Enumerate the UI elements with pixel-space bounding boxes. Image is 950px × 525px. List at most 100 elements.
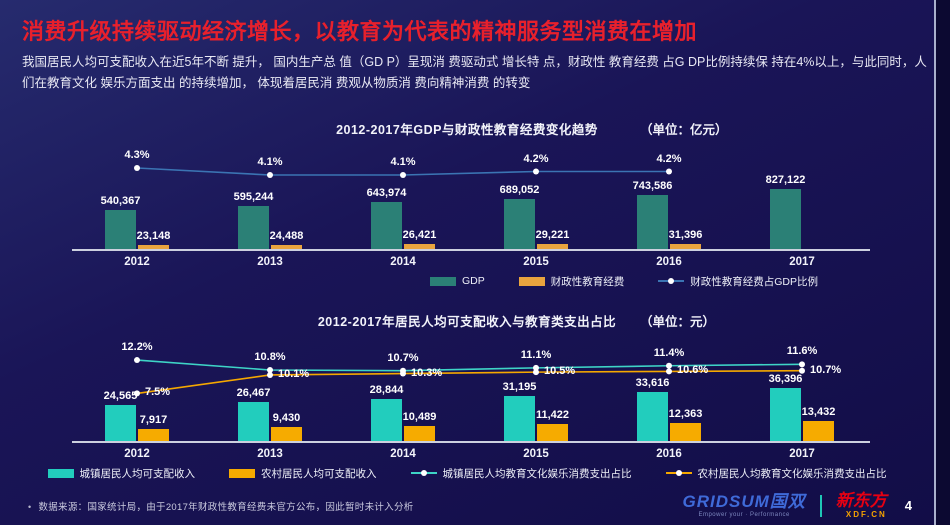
- chart-title-row: 2012-2017年居民人均可支配收入与教育类支出占比 （单位：元）: [0, 306, 934, 332]
- pct-label: 7.5%: [145, 386, 171, 399]
- primary-bar: [371, 202, 402, 249]
- x-axis-tick-label: 2012: [124, 448, 150, 460]
- legend-label: 城镇居民人均教育文化娱乐消费支出占比: [442, 467, 632, 480]
- legend-bar-swatch: [430, 276, 456, 286]
- secondary-bar: [271, 427, 302, 441]
- legend-item: 财政性教育经费: [518, 274, 625, 289]
- bar-value-label: 28,844: [369, 383, 404, 396]
- legend-dot: [420, 470, 427, 476]
- pct-label: 4.1%: [257, 156, 283, 168]
- x-axis-tick-label: 2017: [789, 256, 815, 268]
- legend-bar-swatch: [229, 468, 255, 478]
- pct-label: 11.1%: [520, 348, 552, 361]
- gridsum-logo: GRIDSUM国双 Empower your · Performance: [682, 493, 805, 518]
- data-source-note: • 数据来源：国家统计局，由于2017年财政性教育经费未官方公布，因此暂时未计入分…: [28, 499, 414, 513]
- bar-value-label: 33,616: [635, 377, 670, 390]
- legend-item: 城镇居民人均教育文化娱乐消费支出占比: [410, 466, 632, 481]
- primary-bar: [770, 388, 801, 441]
- pct-label: 4.2%: [523, 152, 549, 165]
- primary-bar: [504, 199, 535, 249]
- data-source-text: 数据来源：国家统计局，由于2017年财政性教育经费未官方公布，因此暂时未计入分析: [38, 502, 414, 513]
- bar-value-label: 36,396: [768, 373, 803, 385]
- bar-value-label: 26,421: [402, 229, 437, 242]
- bar-value-label: 31,195: [502, 380, 537, 393]
- pct-label: 10.5%: [544, 365, 576, 378]
- x-axis-line: [72, 249, 870, 251]
- pct-label: 10.3%: [411, 366, 443, 379]
- chart-legend: GDP 财政性教育经费 财政性教育经费占GDP比例: [0, 273, 934, 289]
- bar-value-label: 29,221: [535, 228, 570, 241]
- primary-bar: [238, 402, 269, 441]
- gridsum-tagline: Empower your · Performance: [698, 512, 790, 518]
- trend-line: [134, 367, 805, 397]
- secondary-bar: [670, 243, 701, 249]
- legend-label: 财政性教育经费: [550, 275, 625, 288]
- legend-line-swatch: [658, 276, 685, 286]
- x-axis-line: [72, 441, 870, 443]
- secondary-bar: [537, 424, 568, 441]
- bar-value-label: 827,122: [765, 174, 806, 186]
- logo-divider: [819, 494, 822, 517]
- chart-plot-area: 540,367 595,244 643,974 689,052 743,586 827,1…: [0, 142, 934, 268]
- primary-bar: [637, 392, 668, 441]
- pct-label: 4.1%: [390, 156, 416, 168]
- pct-label: 10.6%: [677, 364, 709, 377]
- bar-value-label: 13,432: [801, 406, 836, 419]
- legend-dot: [675, 470, 682, 476]
- secondary-bar: [803, 421, 834, 441]
- chart-plot-area: 24,565 26,467 28,844 31,195 33,616 36,396 7,91…: [0, 334, 934, 460]
- x-axis-tick-label: 2014: [390, 256, 416, 268]
- chart-title: 2012-2017年GDP与财政性教育经费变化趋势: [336, 123, 598, 137]
- legend-dot: [668, 278, 675, 284]
- primary-bar: [371, 398, 402, 441]
- legend-item: 财政性教育经费占GDP比例: [658, 274, 818, 289]
- chart-title-row: 2012-2017年GDP与财政性教育经费变化趋势 （单位：亿元）: [0, 114, 934, 140]
- legend-item: GDP: [430, 275, 485, 287]
- pct-label: 10.7%: [387, 351, 419, 364]
- bar-value-label: 26,467: [236, 387, 271, 400]
- secondary-bar: [138, 429, 169, 441]
- pct-label: 4.2%: [656, 152, 682, 165]
- bar-value-label: 595,244: [233, 190, 274, 203]
- secondary-bar: [404, 244, 435, 249]
- secondary-bar: [271, 244, 302, 249]
- bar-value-label: 24,565: [103, 390, 138, 403]
- x-axis-tick-label: 2013: [257, 448, 283, 460]
- bar-value-label: 743,586: [632, 180, 673, 193]
- x-axis-tick-label: 2016: [656, 448, 682, 460]
- x-axis-tick-label: 2017: [789, 448, 815, 460]
- x-axis-tick-label: 2015: [523, 448, 549, 460]
- legend-label: 财政性教育经费占GDP比例: [690, 275, 819, 288]
- primary-bar: [238, 205, 269, 249]
- bar-value-label: 9,430: [272, 412, 301, 425]
- legend-line-swatch: [410, 468, 437, 478]
- primary-bar: [105, 405, 136, 441]
- trend-line: [134, 165, 672, 178]
- slide-title: 消费升级持续驱动经济增长，以教育为代表的精神服务型消费在增加: [22, 19, 698, 44]
- legend-item: 农村居民人均可支配收入: [229, 466, 377, 481]
- legend-bar-swatch: [518, 276, 545, 286]
- bar-value-label: 23,148: [136, 229, 171, 242]
- x-axis-tick-label: 2015: [523, 256, 549, 268]
- bar-value-label: 10,489: [402, 410, 437, 423]
- bar-value-label: 7,917: [139, 414, 168, 427]
- chart-unit-label: （单位：亿元）: [640, 123, 728, 137]
- pct-label: 12.2%: [121, 341, 153, 354]
- page-number: 4: [904, 498, 912, 513]
- x-axis-tick-label: 2012: [124, 256, 150, 268]
- legend-label: 城镇居民人均可支配收入: [79, 467, 196, 480]
- bar-value-label: 24,488: [269, 229, 304, 242]
- bar-value-label: 643,974: [366, 187, 407, 200]
- secondary-bar: [537, 243, 568, 249]
- xdf-domain: XDF.CN: [845, 510, 887, 519]
- chart-unit-label: （单位：元）: [640, 315, 716, 329]
- bar-value-label: 11,422: [535, 409, 570, 422]
- legend-line-swatch: [665, 468, 692, 478]
- chart-legend: 城镇居民人均可支配收入 农村居民人均可支配收入 城镇居民人均教育文化娱乐消费支出占比…: [0, 465, 934, 481]
- legend-item: 农村居民人均教育文化娱乐消费支出占比: [665, 466, 887, 481]
- legend-label: 农村居民人均教育文化娱乐消费支出占比: [697, 467, 887, 480]
- pct-label: 10.8%: [254, 351, 286, 363]
- footer-logos: GRIDSUM国双 Empower your · Performance 新东方…: [682, 492, 912, 519]
- gridsum-wordmark: GRIDSUM国双: [682, 492, 806, 511]
- legend-label: GDP: [462, 275, 485, 287]
